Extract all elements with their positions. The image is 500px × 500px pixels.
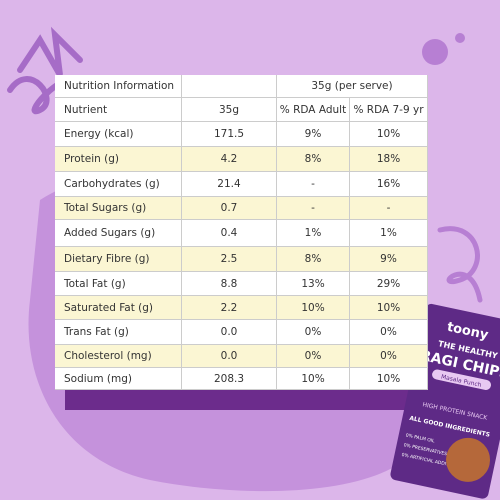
table-cell: 8.8 xyxy=(182,272,277,296)
table-cell: - xyxy=(277,197,350,220)
table-cell: 10% xyxy=(277,296,350,320)
table-cell: 4.2 xyxy=(182,147,277,172)
dot xyxy=(455,33,465,43)
table-cell: 171.5 xyxy=(182,122,277,147)
table-cell: Saturated Fat (g) xyxy=(55,296,182,320)
table-cell: 2.2 xyxy=(182,296,277,320)
table-cell: 10% xyxy=(350,296,428,320)
table-cell: 35g (per serve) xyxy=(277,75,428,98)
table-cell: Nutrition Information xyxy=(55,75,182,98)
pack-chips xyxy=(446,437,491,482)
table-cell: 0% xyxy=(277,345,350,368)
table-cell: 10% xyxy=(277,368,350,390)
table-cell: 13% xyxy=(277,272,350,296)
table-cell xyxy=(182,75,277,98)
dot xyxy=(422,39,448,65)
table-cell: Trans Fat (g) xyxy=(55,320,182,345)
table-cell: 0.4 xyxy=(182,220,277,247)
table-cell: 10% xyxy=(350,122,428,147)
table-cell: Added Sugars (g) xyxy=(55,220,182,247)
table-cell: 208.3 xyxy=(182,368,277,390)
squiggle xyxy=(437,226,483,303)
table-cell: 0.7 xyxy=(182,197,277,220)
table-cell: 9% xyxy=(350,247,428,272)
table-cell: 0.0 xyxy=(182,320,277,345)
table-cell: 1% xyxy=(350,220,428,247)
table-cell: 2.5 xyxy=(182,247,277,272)
table-cell: 29% xyxy=(350,272,428,296)
table-cell: 9% xyxy=(277,122,350,147)
table-cell: 35g xyxy=(182,98,277,122)
table-cell: Total Fat (g) xyxy=(55,272,182,296)
table-cell: 0.0 xyxy=(182,345,277,368)
table-cell: 8% xyxy=(277,147,350,172)
table-cell: Nutrient xyxy=(55,98,182,122)
table-cell: 1% xyxy=(277,220,350,247)
table-cell: 10% xyxy=(350,368,428,390)
table-cell: 0% xyxy=(350,320,428,345)
table-cell: 16% xyxy=(350,172,428,197)
squiggle xyxy=(17,26,83,77)
table-cell: % RDA 7-9 yr xyxy=(350,98,428,122)
table-cell: Total Sugars (g) xyxy=(55,197,182,220)
table-cell: 18% xyxy=(350,147,428,172)
table-cell: Sodium (mg) xyxy=(55,368,182,390)
pack-flavour-bg xyxy=(432,369,491,390)
table-cell: 8% xyxy=(277,247,350,272)
table-cell: Carbohydrates (g) xyxy=(55,172,182,197)
pack: toony THE HEALTHY RAGI CHIPS Masala Punc… xyxy=(390,303,500,499)
table-cell: Cholesterol (mg) xyxy=(55,345,182,368)
table-cell: - xyxy=(350,197,428,220)
table-cell: - xyxy=(277,172,350,197)
table-cell: 0% xyxy=(350,345,428,368)
table-cell: Protein (g) xyxy=(55,147,182,172)
table-cell: % RDA Adult xyxy=(277,98,350,122)
table-cell: 21.4 xyxy=(182,172,277,197)
table-cell: Energy (kcal) xyxy=(55,122,182,147)
table-cell: Dietary Fibre (g) xyxy=(55,247,182,272)
table-cell: 0% xyxy=(277,320,350,345)
